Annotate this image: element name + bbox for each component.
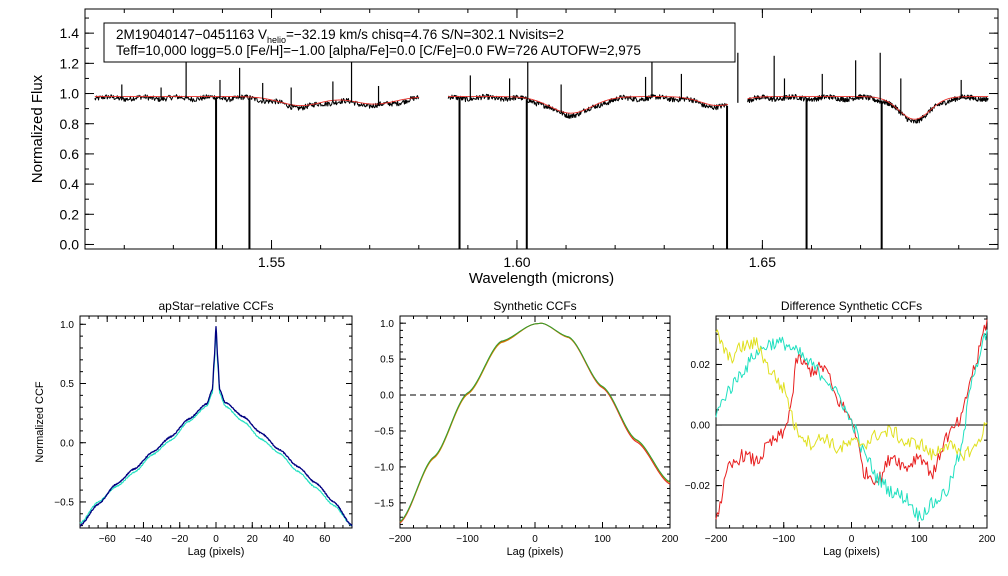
synthetic-ccf-y-tick-label: 1.0 xyxy=(380,319,394,330)
difference-ccf-x-tick-label: 200 xyxy=(979,534,996,545)
difference-ccf-x-tick-label: −100 xyxy=(772,534,795,545)
synthetic-ccf-line-2 xyxy=(399,322,671,523)
synthetic-ccf-title: Synthetic CCFs xyxy=(493,299,576,313)
spectrum-plot-frame xyxy=(84,8,999,250)
synthetic-ccf-y-tick-label: −0.5 xyxy=(374,427,394,438)
spectrum-y-tick-label: 0.8 xyxy=(60,116,80,132)
apstar-ccf-title: apStar−relative CCFs xyxy=(158,299,273,313)
apstar-ccf-x-tick-label: −60 xyxy=(99,534,116,545)
synthetic-ccf-plot-frame xyxy=(399,315,671,529)
difference-ccf-line-3 xyxy=(715,329,988,462)
synthetic-ccf-y-tick-label: 0.0 xyxy=(380,391,394,402)
difference-ccf-x-tick-label: 0 xyxy=(849,534,855,545)
apstar-ccf-x-tick-label: 40 xyxy=(283,534,295,545)
apstar-ccf-y-tick-label: −0.5 xyxy=(54,498,74,509)
spectrum-y-tick-label: 1.0 xyxy=(60,86,80,102)
apstar-ccf-x-tick-label: −20 xyxy=(171,534,188,545)
spectrum-y-tick-label: 0.6 xyxy=(60,146,80,162)
header-helio-subscript: helio xyxy=(267,35,286,45)
apstar-ccf-y-axis-label: Normalized CCF xyxy=(34,381,46,463)
spectrum-y-axis-label: Normalized Flux xyxy=(29,74,46,183)
synthetic-ccf-x-tick-label: 200 xyxy=(662,534,679,545)
synthetic-ccf-x-tick-label: 100 xyxy=(594,534,611,545)
apstar-ccf-y-tick-label: 0.5 xyxy=(60,379,74,390)
difference-ccf-panel: −200 −100 0 100 200 −0.02 0.00 0.02 Difference S… xyxy=(685,299,996,558)
spectrum-x-tick-label: 1.55 xyxy=(258,254,285,270)
apstar-ccf-x-tick-label: −40 xyxy=(135,534,152,545)
synthetic-ccf-panel: −200 −100 0 100 200 −1.5 −1.0 −0.5 0.0 0.5 1.0 Synt… xyxy=(374,299,679,558)
apstar-ccf-x-tick-label: 20 xyxy=(247,534,259,545)
header-star-id: 2M19040147−0451163 V xyxy=(116,27,267,42)
synthetic-ccf-y-tick-label: −1.5 xyxy=(374,498,394,509)
spectrum-x-axis-label: Wavelength (microns) xyxy=(469,270,614,287)
model-spectrum-chip-1 xyxy=(94,96,419,107)
difference-ccf-x-tick-label: 100 xyxy=(911,534,928,545)
synthetic-ccf-line-3 xyxy=(399,322,671,522)
apstar-ccf-plot-frame xyxy=(79,315,353,529)
spectrum-y-tick-label: 1.2 xyxy=(60,55,80,71)
header-line-1: 2M19040147−0451163 Vhelio=−32.19 km/s ch… xyxy=(116,27,564,45)
synthetic-ccf-x-tick-label: −100 xyxy=(456,534,479,545)
spectrum-y-tick-label: 1.4 xyxy=(60,25,80,41)
apstar-ccf-x-tick-label: 0 xyxy=(213,534,219,545)
spectrum-x-tick-label: 1.65 xyxy=(749,254,776,270)
difference-ccf-y-tick-label: 0.00 xyxy=(691,421,711,432)
spectrum-y-tick-label: 0.2 xyxy=(60,206,80,222)
synthetic-ccf-x-tick-label: −200 xyxy=(389,534,412,545)
difference-ccf-y-tick-label: 0.02 xyxy=(691,360,711,371)
difference-ccf-title: Difference Synthetic CCFs xyxy=(781,299,922,313)
header-box: 2M19040147−0451163 Vhelio=−32.19 km/s ch… xyxy=(103,22,736,63)
apstar-ccf-x-tick-label: 60 xyxy=(319,534,331,545)
synthetic-ccf-y-tick-label: 0.5 xyxy=(380,355,394,366)
apstar-ccf-panel: −60 −40 −20 0 20 40 60 −0.5 0.0 0.5 1.0 apStar−rela… xyxy=(34,299,353,558)
difference-ccf-x-tick-label: −200 xyxy=(705,534,728,545)
spectrum-y-tick-label: 0.4 xyxy=(60,176,80,192)
apstar-ccf-y-tick-label: 0.0 xyxy=(60,438,74,449)
synthetic-ccf-x-tick-label: 0 xyxy=(532,534,538,545)
observed-spectrum-chip-3 xyxy=(747,93,989,124)
synthetic-ccf-y-tick-label: −1.0 xyxy=(374,463,394,474)
apstar-ccf-observed-line xyxy=(79,326,353,527)
spectrum-y-tick-label: 0.0 xyxy=(60,237,80,253)
apstar-ccf-model-line xyxy=(79,332,353,526)
header-parameters: =−32.19 km/s chisq=4.76 S/N=302.1 Nvisit… xyxy=(286,27,564,42)
apstar-ccf-y-tick-label: 1.0 xyxy=(60,320,74,331)
synthetic-ccf-x-axis-label: Lag (pixels) xyxy=(507,546,564,558)
difference-ccf-x-axis-label: Lag (pixels) xyxy=(823,546,880,558)
model-spectrum-chip-3 xyxy=(747,96,989,120)
spectrum-panel: 1.55 1.60 1.65 0.0 0.2 0.4 0.6 0.8 1.0 1.2 1.4 Wave… xyxy=(29,8,999,287)
difference-ccf-y-tick-label: −0.02 xyxy=(685,481,711,492)
spectrum-x-tick-label: 1.60 xyxy=(503,254,530,270)
synthetic-ccf-line-1 xyxy=(399,322,671,524)
observed-spectrum-chip-1 xyxy=(94,94,420,111)
apstar-ccf-x-axis-label: Lag (pixels) xyxy=(188,546,245,558)
header-line-2: Teff=10,000 logg=5.0 [Fe/H]=−1.00 [alpha… xyxy=(116,43,641,58)
